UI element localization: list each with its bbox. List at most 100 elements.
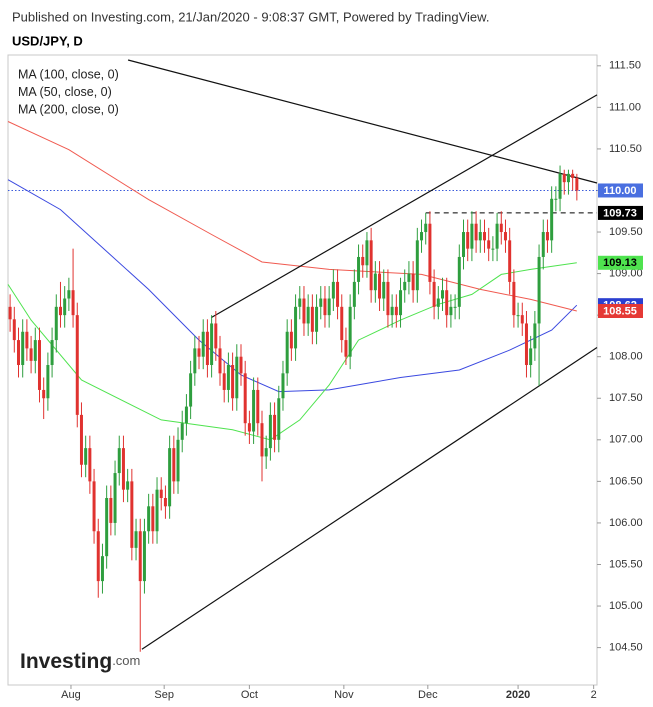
candle-body <box>457 256 461 307</box>
candle-body <box>197 348 201 357</box>
y-tick-label: 107.50 <box>609 392 643 404</box>
candle-body <box>550 198 554 241</box>
price-label-box <box>598 303 643 318</box>
candle-body <box>470 223 474 249</box>
candle-body <box>487 240 491 249</box>
candle-body <box>445 290 449 316</box>
moving-average <box>7 179 578 393</box>
trendline <box>210 94 598 319</box>
candle-body <box>92 481 96 532</box>
candle-body <box>533 323 537 349</box>
candle-body <box>298 298 302 307</box>
y-tick-label: 109.50 <box>609 226 643 238</box>
candle-body <box>180 423 184 440</box>
candle-body <box>319 298 323 307</box>
candle-body <box>239 356 243 374</box>
candle-body <box>37 340 41 390</box>
candle-body <box>214 323 218 349</box>
candle-body <box>386 281 390 316</box>
candle-body <box>243 373 247 424</box>
moving-average <box>7 262 577 441</box>
candle-body <box>121 448 125 490</box>
candle-body <box>344 340 348 357</box>
candle-body <box>105 497 109 557</box>
candle-body <box>16 340 20 366</box>
candle-body <box>327 298 331 316</box>
candle-body <box>382 281 386 299</box>
candle-body <box>415 240 419 291</box>
header: Published on Investing.com, 21/Jan/2020 … <box>12 9 489 24</box>
candle-body <box>508 240 512 282</box>
candle-body <box>499 223 503 233</box>
candle-body <box>390 306 394 316</box>
candle-body <box>281 373 285 399</box>
candle-body <box>264 448 268 457</box>
candle-body <box>310 306 314 332</box>
candle-body <box>189 373 193 407</box>
x-tick-label: 2 <box>591 689 597 701</box>
candle-body <box>285 331 289 374</box>
candle-body <box>323 298 327 316</box>
candle-body <box>294 306 298 349</box>
candle-body <box>151 506 155 532</box>
candle-body <box>126 481 130 490</box>
plot-area <box>7 59 598 652</box>
candle-body <box>403 281 407 291</box>
candle-body <box>268 414 272 449</box>
legend-entry: MA (200, close, 0) <box>18 102 119 116</box>
candle-body <box>218 348 222 374</box>
candle-body <box>67 290 71 299</box>
candle-body <box>436 298 440 307</box>
candle-body <box>554 198 558 200</box>
candle-body <box>491 248 495 250</box>
y-tick-label: 108.00 <box>609 351 643 363</box>
legend-entry: MA (50, close, 0) <box>18 85 112 99</box>
trendline <box>127 59 598 184</box>
y-tick-label: 106.00 <box>609 517 643 529</box>
candle-body <box>466 232 470 249</box>
candle-body <box>516 315 520 317</box>
candle-body <box>420 232 424 241</box>
candle-body <box>340 306 344 341</box>
y-tick-label: 111.50 <box>609 60 641 72</box>
candle-body <box>260 423 264 457</box>
candle-body <box>58 306 62 316</box>
candle-body <box>134 531 138 548</box>
candle-body <box>302 298 306 324</box>
candle-body <box>25 331 29 349</box>
candle-body <box>399 290 403 316</box>
plot-frame <box>7 54 598 686</box>
candle-body <box>163 497 167 507</box>
candle-body <box>84 448 88 465</box>
candle-body <box>273 414 277 440</box>
candle-body <box>138 531 142 582</box>
candle-body <box>378 273 382 299</box>
candle-body <box>235 356 239 399</box>
candle-body <box>537 256 541 324</box>
candle-body <box>159 489 163 498</box>
candle-body <box>12 319 16 341</box>
candle-body <box>441 290 445 299</box>
x-tick-label: 2020 <box>506 689 530 701</box>
candle-body <box>168 448 172 507</box>
y-tick-label: 110.50 <box>609 143 642 155</box>
candle-body <box>205 331 209 366</box>
candle-body <box>50 340 54 366</box>
candle-body <box>571 173 575 179</box>
candle-body <box>252 389 256 432</box>
candle-body <box>46 365 50 399</box>
candle-body <box>495 223 499 249</box>
candle-body <box>529 348 533 366</box>
legend-entry: MA (100, close, 0) <box>18 67 119 81</box>
candle-body <box>394 306 398 316</box>
candle-body <box>193 348 197 374</box>
candle-body <box>478 232 482 241</box>
price-label: 108.55 <box>603 305 637 317</box>
y-tick-label: 107.00 <box>609 434 643 446</box>
price-label-box <box>598 183 643 198</box>
candle-body <box>449 306 453 316</box>
candle-body <box>210 323 214 366</box>
candle-body <box>231 365 235 399</box>
candle-body <box>109 497 113 523</box>
